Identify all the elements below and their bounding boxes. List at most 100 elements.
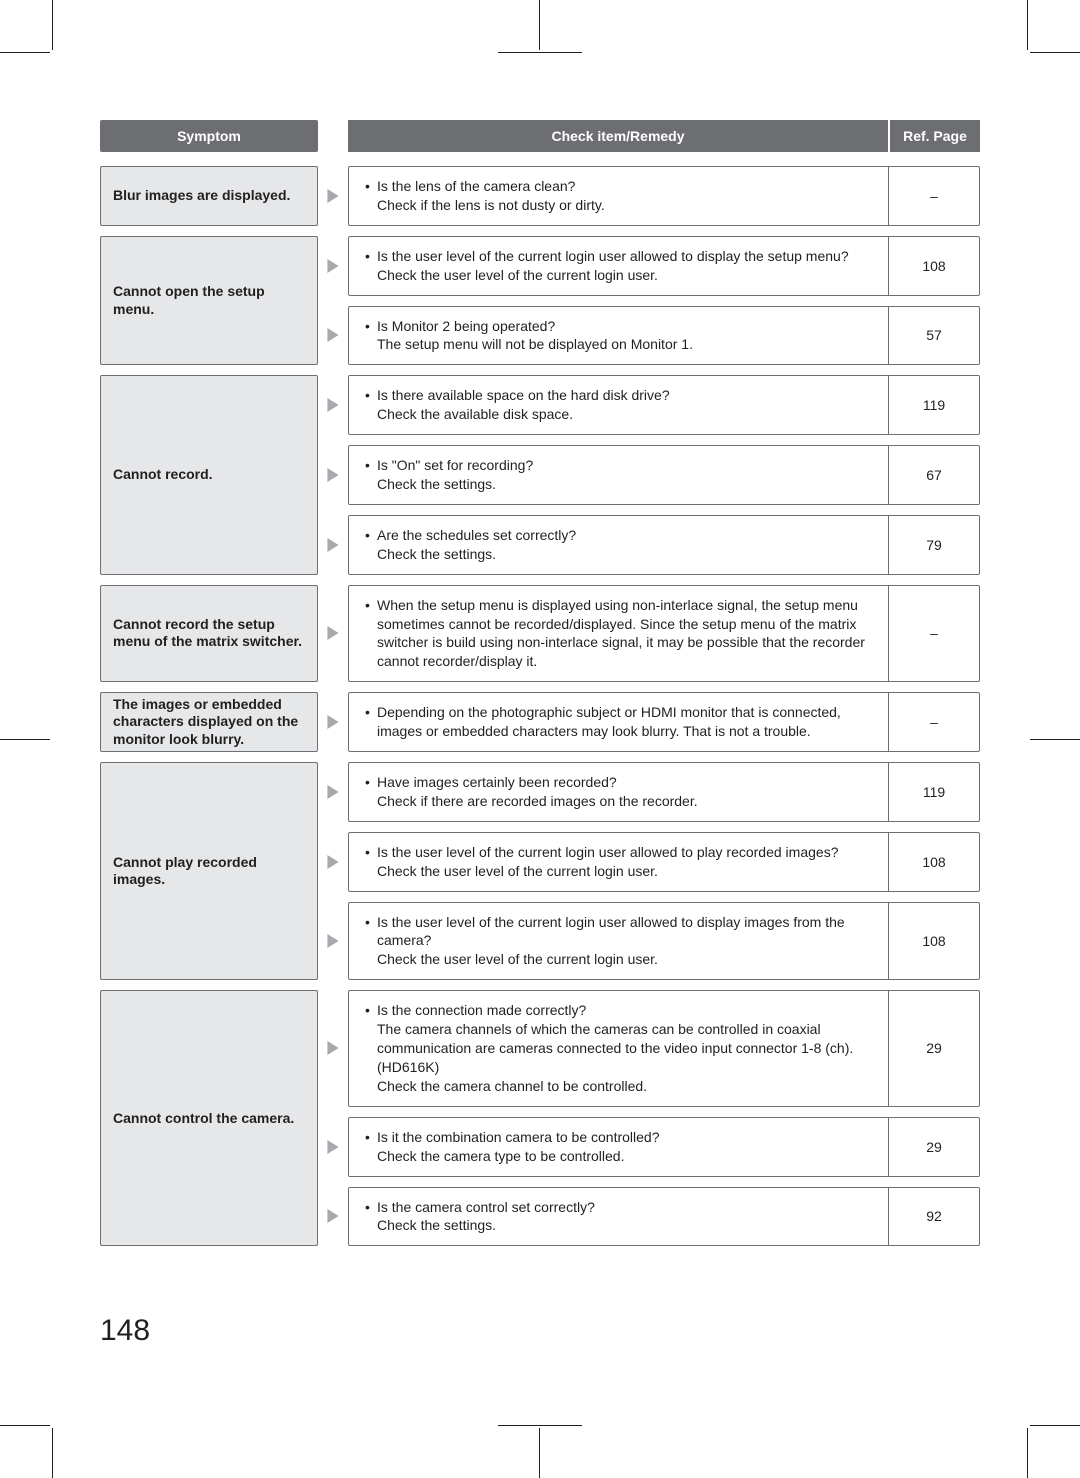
remedy-cell: •Depending on the photographic subject o… — [349, 693, 889, 751]
remedy-row: •Is Monitor 2 being operated?The setup m… — [318, 306, 980, 366]
arrow-cell — [318, 375, 348, 435]
crop-mark — [539, 1428, 540, 1478]
remedy-sub-text: Check the settings. — [365, 1216, 876, 1235]
table-header-row: Symptom Check item/Remedy Ref. Page — [100, 120, 980, 152]
crop-mark — [0, 52, 50, 53]
remedy-row: •Is it the combination camera to be cont… — [318, 1117, 980, 1177]
remedy-sub-text: Check the camera type to be controlled. — [365, 1147, 876, 1166]
header-check-item: Check item/Remedy — [348, 120, 890, 152]
remedy-row: •Is the user level of the current login … — [318, 236, 980, 296]
remedy-bullet-text: Is the connection made correctly? — [377, 1001, 876, 1020]
remedy-row: •Depending on the photographic subject o… — [318, 692, 980, 752]
remedy-bullet-text: Is Monitor 2 being operated? — [377, 317, 876, 336]
remedy-bullet-text: Is the user level of the current login u… — [377, 247, 876, 266]
crop-mark — [498, 52, 582, 53]
arrow-cell — [318, 902, 348, 981]
remedy-row: •Are the schedules set correctly?Check t… — [318, 515, 980, 575]
crop-mark — [1027, 1428, 1028, 1478]
symptom-cell: Cannot play recorded images. — [100, 762, 318, 980]
symptom-group: Cannot open the setup menu.•Is the user … — [100, 236, 980, 366]
remedy-bullet-text: Have images certainly been recorded? — [377, 773, 876, 792]
ref-page-cell: 108 — [889, 903, 979, 980]
ref-page-cell: 29 — [889, 1118, 979, 1176]
arrow-right-icon — [326, 1209, 340, 1223]
page-number: 148 — [100, 1314, 150, 1348]
remedy-row: •Is "On" set for recording?Check the set… — [318, 445, 980, 505]
symptom-group: Cannot play recorded images.•Have images… — [100, 762, 980, 980]
ref-page-cell: 108 — [889, 237, 979, 295]
ref-page-cell: – — [889, 586, 979, 682]
remedy-cell: •Are the schedules set correctly?Check t… — [349, 516, 889, 574]
arrow-right-icon — [326, 785, 340, 799]
remedy-cell: •Is the user level of the current login … — [349, 833, 889, 891]
arrow-right-icon — [326, 328, 340, 342]
arrow-cell — [318, 1187, 348, 1247]
remedy-cell: •Is there available space on the hard di… — [349, 376, 889, 434]
remedy-row: •Is there available space on the hard di… — [318, 375, 980, 435]
remedy-row: •Is the lens of the camera clean?Check i… — [318, 166, 980, 226]
crop-mark — [1030, 52, 1080, 53]
symptom-cell: Blur images are displayed. — [100, 166, 318, 226]
ref-page-cell: 92 — [889, 1188, 979, 1246]
remedy-cell: •Is the connection made correctly?The ca… — [349, 991, 889, 1105]
ref-page-cell: – — [889, 693, 979, 751]
arrow-right-icon — [326, 934, 340, 948]
remedy-cell: •When the setup menu is displayed using … — [349, 586, 889, 682]
remedy-row: •Is the connection made correctly?The ca… — [318, 990, 980, 1106]
arrow-cell — [318, 762, 348, 822]
arrow-cell — [318, 515, 348, 575]
crop-mark — [52, 0, 53, 50]
arrow-right-icon — [326, 398, 340, 412]
symptom-cell: Cannot open the setup menu. — [100, 236, 318, 366]
symptom-cell: The images or embedded characters displa… — [100, 692, 318, 752]
symptom-cell: Cannot record the setup menu of the matr… — [100, 585, 318, 683]
ref-page-cell: – — [889, 167, 979, 225]
crop-mark — [0, 1425, 50, 1426]
arrow-cell — [318, 585, 348, 683]
arrow-right-icon — [326, 1140, 340, 1154]
arrow-right-icon — [326, 715, 340, 729]
crop-mark — [1027, 0, 1028, 50]
arrow-cell — [318, 236, 348, 296]
ref-page-cell: 29 — [889, 991, 979, 1105]
header-symptom: Symptom — [100, 120, 318, 152]
remedy-sub-text: The setup menu will not be displayed on … — [365, 335, 876, 354]
remedy-cell: •Is "On" set for recording?Check the set… — [349, 446, 889, 504]
remedy-sub-text: Check the user level of the current logi… — [365, 862, 876, 881]
remedy-sub-text: Check the settings. — [365, 545, 876, 564]
arrow-cell — [318, 445, 348, 505]
symptom-group: Cannot control the camera. •Is the connec… — [100, 990, 980, 1246]
arrow-right-icon — [326, 1041, 340, 1055]
remedy-cell: •Is the camera control set correctly?Che… — [349, 1188, 889, 1246]
crop-mark — [1030, 739, 1080, 740]
remedy-sub-text: Check the camera channel to be controlle… — [365, 1077, 876, 1096]
arrow-right-icon — [326, 468, 340, 482]
remedy-sub-text: Check if the lens is not dusty or dirty. — [365, 196, 876, 215]
arrow-cell — [318, 692, 348, 752]
remedy-sub-text: Check if there are recorded images on th… — [365, 792, 876, 811]
ref-page-cell: 67 — [889, 446, 979, 504]
arrow-cell — [318, 166, 348, 226]
arrow-right-icon — [326, 855, 340, 869]
crop-mark — [539, 0, 540, 50]
symptom-group: Cannot record the setup menu of the matr… — [100, 585, 980, 683]
crop-mark — [52, 1428, 53, 1478]
arrow-right-icon — [326, 259, 340, 273]
remedy-bullet-text: Is the lens of the camera clean? — [377, 177, 876, 196]
remedy-cell: •Is Monitor 2 being operated?The setup m… — [349, 307, 889, 365]
remedy-row: •Is the camera control set correctly?Che… — [318, 1187, 980, 1247]
remedy-cell: •Is the user level of the current login … — [349, 903, 889, 980]
header-ref-page: Ref. Page — [890, 120, 980, 152]
crop-mark — [1030, 1425, 1080, 1426]
ref-page-cell: 108 — [889, 833, 979, 891]
troubleshooting-table: Symptom Check item/Remedy Ref. Page Blur… — [100, 120, 980, 1256]
remedy-bullet-text: Depending on the photographic subject or… — [377, 703, 876, 741]
ref-page-cell: 57 — [889, 307, 979, 365]
symptom-cell: Cannot control the camera. — [100, 990, 318, 1246]
remedy-bullet-text: Is there available space on the hard dis… — [377, 386, 876, 405]
remedy-bullet-text: Is the user level of the current login u… — [377, 843, 876, 862]
crop-mark — [0, 739, 50, 740]
remedy-row: •Have images certainly been recorded?Che… — [318, 762, 980, 822]
symptom-group: The images or embedded characters displa… — [100, 692, 980, 752]
remedy-sub-text: Check the settings. — [365, 475, 876, 494]
